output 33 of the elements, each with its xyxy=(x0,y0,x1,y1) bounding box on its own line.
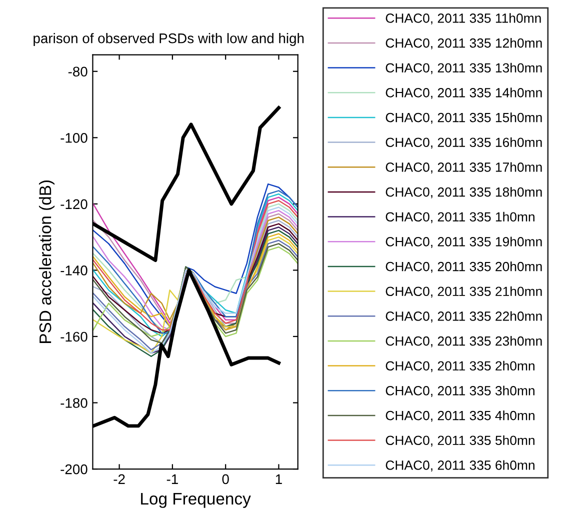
y-tick-label: -200 xyxy=(60,464,88,474)
legend-label: CHAC0, 2011 335 18h0mn xyxy=(386,187,542,198)
y-tick-label: -160 xyxy=(60,332,88,342)
legend-label: CHAC0, 2011 335 21h0mn xyxy=(386,286,542,298)
legend-label: CHAC0, 2011 335 19h0mn xyxy=(386,236,542,248)
x-axis-title: Log Frequency xyxy=(141,493,251,508)
x-tick-label: -2 xyxy=(114,474,125,484)
x-tick-label: 1 xyxy=(276,474,282,484)
legend-label: CHAC0, 2011 335 3h0mn xyxy=(386,386,534,397)
y-tick-label: -140 xyxy=(60,266,88,276)
legend-label: CHAC0, 2011 335 13h0mn xyxy=(386,62,542,74)
legend-label: CHAC0, 2011 335 1h0mn xyxy=(386,212,534,224)
legend-label: CHAC0, 2011 335 14h0mn xyxy=(386,88,542,99)
legend-label: CHAC0, 2011 335 11h0mn xyxy=(386,13,541,24)
legend-label: CHAC0, 2011 335 22h0mn xyxy=(386,311,542,322)
y-tick-label: -80 xyxy=(68,66,88,77)
legend-label: CHAC0, 2011 335 2h0mn xyxy=(386,360,534,372)
legend-label: CHAC0, 2011 335 20h0mn xyxy=(386,262,542,273)
y-tick-label: -100 xyxy=(60,132,88,143)
legend-label: CHAC0, 2011 335 17h0mn xyxy=(386,162,542,174)
y-tick-label: -120 xyxy=(60,199,88,210)
legend-label: CHAC0, 2011 335 23h0mn xyxy=(386,336,542,348)
x-tick-label: -1 xyxy=(166,474,178,484)
legend-label: CHAC0, 2011 335 15h0mn xyxy=(386,112,542,124)
chart-title: parison of observed PSDs with low and high xyxy=(34,33,304,46)
legend-label: CHAC0, 2011 335 12h0mn xyxy=(386,38,542,50)
legend-label: CHAC0, 2011 335 4h0mn xyxy=(386,410,534,422)
x-tick-label: 0 xyxy=(222,474,229,484)
legend-label: CHAC0, 2011 335 6h0mn xyxy=(386,460,534,472)
y-axis-title: PSD acceleration (dB) xyxy=(38,180,55,343)
legend-label: CHAC0, 2011 335 5h0mn xyxy=(386,435,534,447)
y-tick-label: -180 xyxy=(60,398,88,408)
legend-label: CHAC0, 2011 335 16h0mn xyxy=(386,137,542,149)
